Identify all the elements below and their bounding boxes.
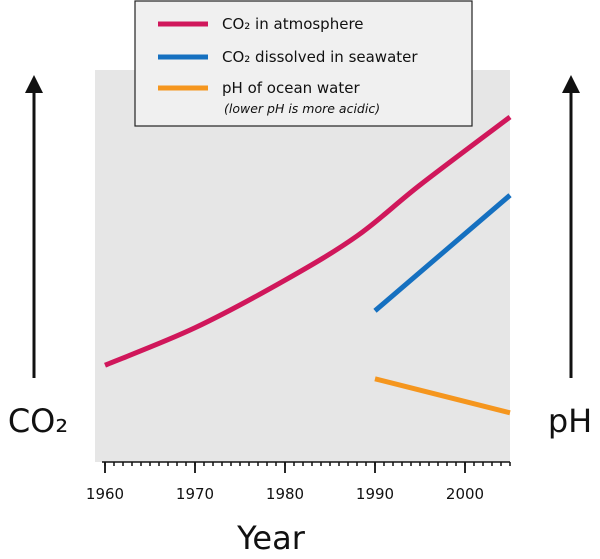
x-axis: 1960 1970 1980 1990 2000 [86,461,511,503]
x-axis-title: Year [236,519,306,557]
series-group [104,115,512,416]
x-tick-label: 1960 [86,485,124,503]
legend-label-co2-seawater: CO₂ dissolved in seawater [222,48,418,66]
x-tick-label: 2000 [446,485,484,503]
series-line-co-in-atmosphere [104,115,512,368]
x-axis-major-ticks [104,462,466,473]
plot-area [95,70,510,462]
x-tick-label: 1980 [266,485,304,503]
legend-label-co2-atmosphere: CO₂ in atmosphere [222,15,364,33]
x-axis-tick-labels: 1960 1970 1980 1990 2000 [86,485,484,503]
right-axis-label: pH [548,402,592,440]
series-line-co-dissolved-in-seawater [373,193,512,313]
legend-label-ph-ocean: pH of ocean water [222,79,360,97]
legend-note-ph: (lower pH is more acidic) [224,101,380,116]
x-tick-label: 1970 [176,485,214,503]
series-line-ph-of-ocean-water [374,376,511,416]
x-tick-label: 1990 [356,485,394,503]
legend: CO₂ in atmosphere CO₂ dissolved in seawa… [134,0,473,127]
left-axis-label: CO₂ [8,402,68,440]
